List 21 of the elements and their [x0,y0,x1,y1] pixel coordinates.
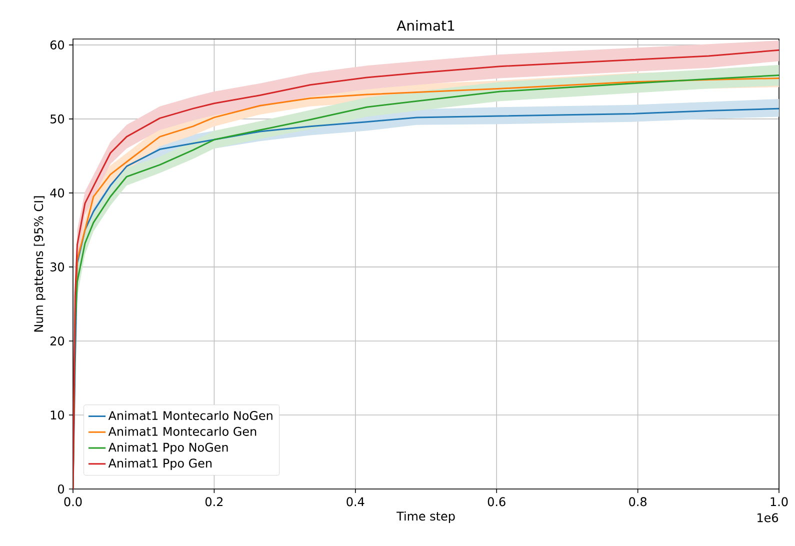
legend-label: Animat1 Montecarlo NoGen [108,410,272,420]
y-tick-label: 40 [50,188,64,198]
legend-label: Animat1 Ppo NoGen [108,442,228,454]
legend-label: Animat1 Montecarlo Gen [108,426,256,436]
x-axis-title: Time step [396,511,455,523]
x-tick-label: 1.0 [770,497,788,506]
y-tick-label: 0 [58,484,64,494]
x-tick-label: 0.4 [346,497,364,506]
x-tick-label: 0.2 [205,497,223,506]
legend-label: Animat1 Ppo Gen [108,458,212,470]
y-tick-label: 10 [50,410,64,420]
y-tick-label: 50 [50,114,64,124]
y-tick-label: 20 [50,336,64,346]
x-tick-label: 0.8 [629,497,646,506]
y-tick-label: 60 [50,40,64,50]
y-tick-label: 30 [50,262,64,272]
chart-title: Animat1 [396,20,454,31]
x-tick-label: 0.6 [488,497,506,506]
y-axis-title: Num patterns [95% CI] [34,196,46,332]
x-tick-label: 0.0 [64,497,82,506]
text: 1e6 [758,513,778,522]
